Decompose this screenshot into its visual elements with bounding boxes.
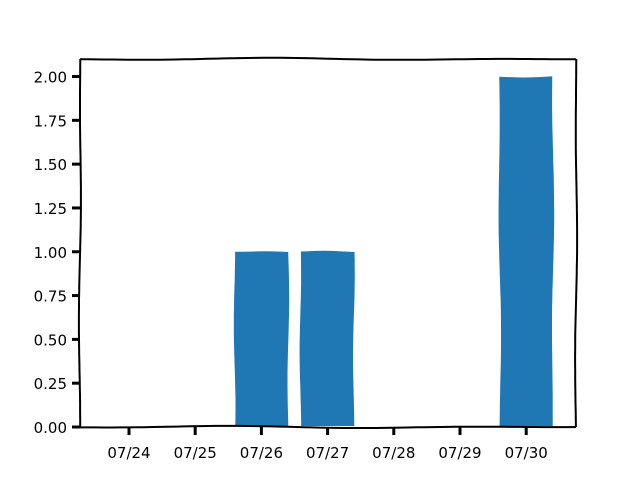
y-tick-label: 1.50 xyxy=(34,156,67,174)
y-tick-label: 1.75 xyxy=(34,112,67,130)
x-tick-label: 07/26 xyxy=(240,444,283,462)
y-axis-line xyxy=(77,58,82,427)
y-tick-label: 0.75 xyxy=(34,288,67,306)
x-tick-label: 07/25 xyxy=(174,444,217,462)
x-tick-label: 07/28 xyxy=(372,444,415,462)
y-tick-label: 1.25 xyxy=(34,200,67,218)
axis-right-spine xyxy=(574,58,579,428)
y-tick-label: 0.00 xyxy=(34,419,67,437)
y-tick-label: 1.00 xyxy=(34,244,67,262)
bar-07/27 xyxy=(299,250,355,426)
axis-top-spine xyxy=(79,56,576,61)
y-tick-label: 0.25 xyxy=(34,375,67,393)
y-tick-label: 0.50 xyxy=(34,331,67,349)
bar-07/30 xyxy=(498,76,555,426)
x-tick-label: 07/27 xyxy=(306,444,349,462)
bar-07/26 xyxy=(233,251,290,426)
x-tick-label: 07/30 xyxy=(505,444,548,462)
y-tick-label: 2.00 xyxy=(34,69,67,87)
x-tick-label: 07/24 xyxy=(107,444,150,462)
x-tick-label: 07/29 xyxy=(438,444,481,462)
